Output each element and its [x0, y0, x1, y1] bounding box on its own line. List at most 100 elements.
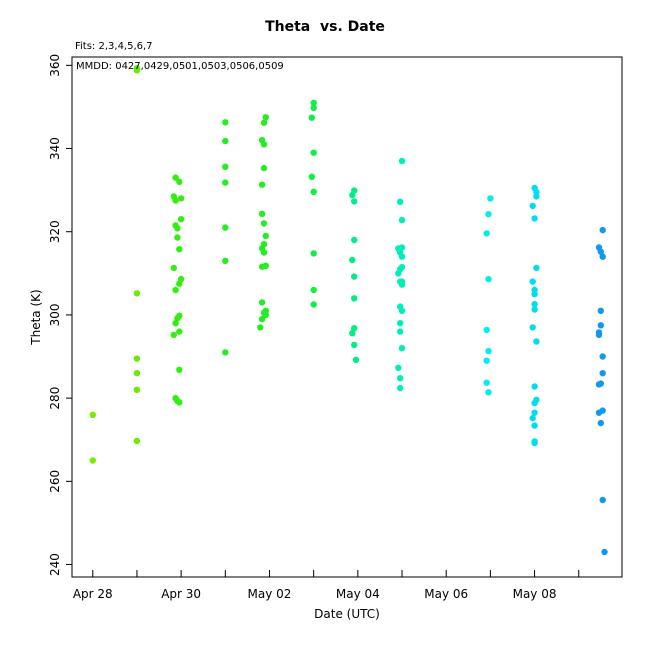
data-point: [531, 290, 538, 298]
data-point: [595, 381, 603, 388]
data-point: [172, 286, 179, 294]
data-point: [349, 256, 356, 264]
data-point: [599, 370, 606, 377]
data-point: [176, 366, 183, 373]
data-point: [133, 386, 141, 393]
data-point: [398, 244, 406, 251]
data-point: [310, 188, 317, 195]
data-point: [308, 114, 315, 121]
data-point: [260, 164, 268, 172]
data-point: [170, 264, 177, 272]
data-point: [89, 457, 97, 464]
data-point: [260, 249, 268, 256]
x-tick-label: Apr 28: [73, 587, 113, 601]
data-point: [597, 307, 604, 314]
data-point: [133, 370, 141, 377]
data-point: [352, 356, 360, 363]
data-point: [398, 216, 406, 224]
data-point: [398, 345, 406, 352]
data-point: [176, 280, 183, 287]
data-point: [531, 399, 538, 407]
data-point: [260, 220, 268, 227]
data-point: [599, 253, 606, 260]
data-point: [485, 275, 492, 283]
mmdd-annotation: MMDD: 0427,0429,0501,0503,0506,0509: [76, 61, 284, 72]
data-point: [310, 99, 317, 107]
data-point: [485, 347, 492, 355]
data-point: [398, 263, 406, 271]
data-point: [397, 384, 404, 392]
fits-label: Fits: 2,3,4,5,6,7: [75, 41, 153, 52]
data-point: [174, 234, 181, 241]
data-point: [529, 324, 536, 331]
data-point: [172, 197, 179, 204]
data-point: [599, 226, 606, 234]
data-point: [398, 281, 406, 288]
data-point: [397, 320, 404, 327]
data-point: [485, 389, 492, 396]
data-point: [395, 270, 402, 277]
data-point: [177, 195, 185, 202]
y-axis-label: Theta (K): [29, 289, 43, 345]
data-point: [310, 250, 317, 257]
data-point: [258, 263, 266, 270]
chart-title: Theta vs. Date: [265, 19, 385, 35]
data-point: [222, 349, 229, 356]
data-point: [176, 328, 183, 335]
data-point: [177, 216, 185, 223]
data-point: [599, 353, 606, 360]
data-point: [529, 414, 536, 422]
data-point: [483, 326, 490, 334]
x-axis: Apr 28 Apr 30 May 02 May 04 May 06 May 08: [73, 570, 580, 601]
data-point: [601, 548, 608, 556]
data-point: [222, 119, 229, 126]
data-point: [483, 357, 490, 364]
data-point: [595, 331, 603, 339]
data-point: [262, 311, 269, 319]
data-point: [222, 137, 229, 145]
y-tick-label: 280: [48, 387, 62, 410]
data-point: [531, 439, 538, 447]
y-tick-label: 260: [48, 470, 62, 493]
data-point: [351, 295, 358, 302]
data-point: [483, 379, 490, 386]
data-point: [531, 215, 538, 222]
data-point: [485, 211, 492, 218]
data-point: [133, 67, 141, 74]
data-point: [398, 307, 406, 314]
plot-frame: [71, 56, 623, 578]
x-tick-label: May 02: [248, 587, 292, 601]
x-tick-label: May 06: [424, 587, 468, 601]
data-point: [258, 315, 266, 323]
x-axis-label: Date (UTC): [314, 607, 380, 621]
data-point: [529, 202, 536, 210]
data-point: [531, 409, 538, 416]
data-point: [533, 264, 540, 272]
data-point: [174, 225, 181, 232]
data-point: [308, 173, 315, 180]
x-tick-label: May 08: [513, 587, 557, 601]
data-point: [599, 496, 606, 504]
data-point: [310, 301, 317, 308]
y-axis: 240 260 280 300 320 340 360: [48, 54, 72, 576]
data-point: [310, 286, 317, 294]
data-point: [258, 181, 266, 188]
data-point: [172, 320, 179, 327]
data-point: [310, 104, 317, 112]
data-point: [170, 331, 177, 339]
data-point: [262, 114, 269, 121]
data-point: [597, 248, 604, 255]
data-point: [531, 422, 538, 429]
data-point: [133, 290, 141, 297]
data-point: [172, 174, 179, 181]
y-tick-label: 240: [48, 553, 62, 576]
data-point: [533, 193, 540, 200]
data-point: [597, 419, 604, 427]
data-point: [262, 232, 269, 240]
data-point: [349, 330, 356, 337]
data-point: [174, 315, 181, 322]
data-point: [176, 178, 183, 185]
data-point: [260, 119, 268, 126]
data-point: [133, 437, 141, 445]
